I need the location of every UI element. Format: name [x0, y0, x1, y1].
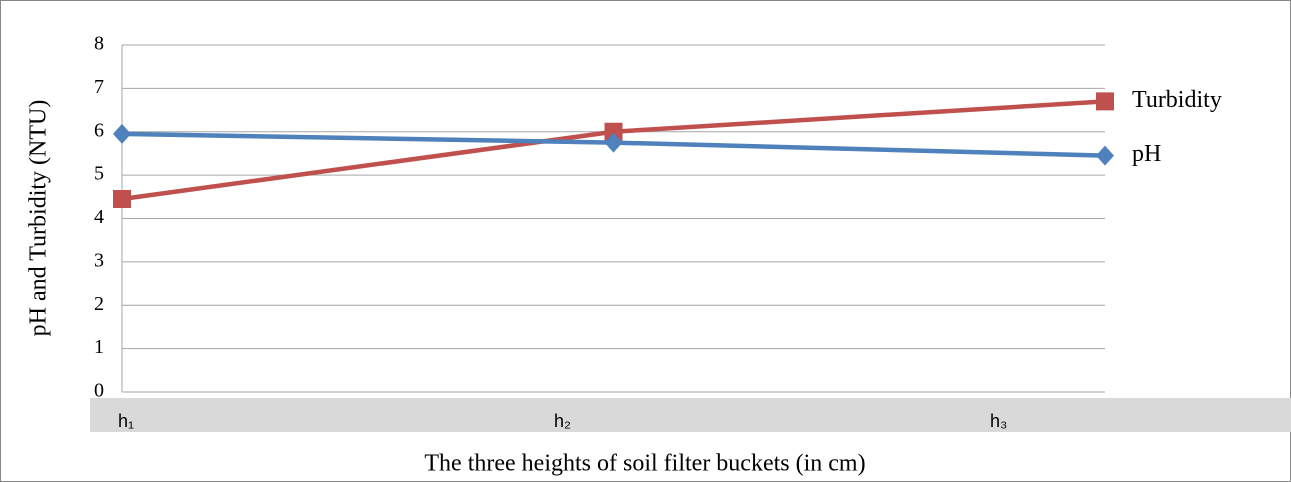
marker	[1096, 145, 1114, 166]
y-tick-label: 8	[94, 33, 104, 55]
y-tick-label: 3	[94, 249, 104, 271]
y-tick-label: 7	[94, 76, 104, 98]
series-label: Turbidity	[1132, 87, 1222, 113]
x-axis-label: The three heights of soil filter buckets…	[424, 451, 865, 477]
x-tick-label: h₂	[554, 411, 571, 431]
y-axis-label: pH and Turbidity (NTU)	[26, 100, 52, 337]
y-tick-label: 6	[94, 119, 104, 141]
series-label: pH	[1132, 141, 1161, 167]
x-tick-label: h₃	[990, 411, 1007, 431]
category-band	[90, 398, 1291, 432]
marker	[604, 122, 623, 141]
y-tick-label: 2	[94, 293, 104, 315]
y-tick-label: 4	[94, 206, 104, 228]
marker	[604, 132, 623, 153]
y-tick-label: 1	[94, 336, 104, 358]
marker	[1096, 92, 1114, 111]
x-tick-label: h₁	[118, 411, 134, 431]
y-tick-label: 0	[94, 380, 104, 402]
marker	[113, 123, 131, 144]
marker	[113, 189, 131, 208]
y-tick-label: 5	[94, 163, 104, 185]
